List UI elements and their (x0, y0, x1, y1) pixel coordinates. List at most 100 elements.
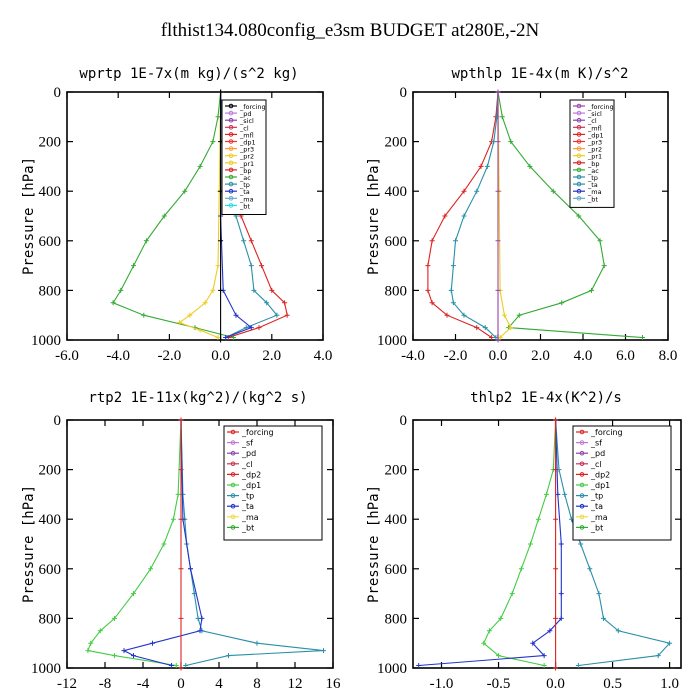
legend-marker (576, 103, 582, 109)
data-point (178, 665, 184, 671)
legend-entry: _forcing (239, 103, 266, 111)
y-tick-label: 1000 (31, 333, 61, 349)
data-point (501, 312, 507, 318)
x-tick-label: -2.0 (444, 348, 468, 364)
data-point (535, 516, 541, 522)
legend-entry: _forcing (587, 103, 614, 111)
y-tick-label: 800 (39, 283, 62, 299)
data-point (248, 263, 254, 269)
data-point (495, 238, 501, 244)
legend-marker (576, 196, 582, 201)
data-point (474, 325, 480, 331)
data-point (416, 663, 422, 669)
data-point (187, 312, 193, 318)
data-point (600, 615, 606, 621)
legend-entry: _ta (587, 181, 598, 189)
legend-entry: _sicl (239, 117, 254, 125)
data-point (169, 663, 174, 669)
y-tick-label: 200 (385, 463, 408, 479)
data-point (97, 628, 103, 634)
x-tick-label: 4.0 (314, 348, 333, 364)
data-point (131, 591, 136, 597)
legend-entry: _pr3 (587, 139, 602, 147)
legend-entry: _ta (590, 502, 603, 511)
data-point (143, 238, 149, 244)
data-point (450, 300, 456, 306)
y-tick-label: 600 (385, 234, 408, 250)
data-point (178, 566, 184, 572)
data-point (178, 615, 184, 621)
x-tick-label: -0.5 (487, 676, 511, 692)
x-tick-label: 0.0 (211, 348, 230, 364)
data-point (543, 491, 549, 497)
y-tick-label: 800 (39, 611, 62, 627)
data-point (541, 653, 547, 659)
x-tick-label: 8.0 (659, 348, 678, 364)
data-point (175, 491, 181, 497)
data-point (197, 628, 203, 634)
x-tick-label: 0.5 (603, 676, 622, 692)
y-tick-label: 200 (385, 135, 408, 151)
y-axis-label: Pressure [hPa] (366, 157, 382, 275)
legend-marker (228, 146, 234, 151)
data-point (553, 615, 559, 621)
legend-marker (228, 139, 234, 144)
legend-entry: _ma (241, 513, 259, 522)
data-point (197, 327, 203, 333)
legend-marker (228, 167, 234, 173)
data-point (553, 417, 559, 423)
legend-entry: _bt (587, 195, 598, 203)
data-point (587, 566, 593, 572)
data-point (218, 238, 224, 244)
legend-marker (228, 196, 234, 201)
series-line-tp (180, 419, 324, 667)
legend-entry: _sf (241, 439, 253, 448)
data-point (495, 188, 501, 194)
data-point (178, 516, 184, 522)
data-point (442, 213, 448, 219)
data-point (498, 615, 504, 621)
data-point (530, 640, 536, 646)
legend-entry: _bp (587, 160, 600, 168)
legend-entry: _bt (239, 202, 250, 210)
legend-marker (228, 110, 234, 116)
x-tick-label: 1.0 (660, 676, 679, 692)
x-tick-label: -2.0 (158, 348, 182, 364)
legend-entry: _dp1 (587, 131, 604, 139)
data-point (141, 312, 147, 318)
legend-entry: _pr1 (587, 153, 602, 161)
data-point (461, 312, 467, 318)
series-line-ta (122, 419, 203, 667)
data-point (110, 300, 116, 306)
legend-marker (576, 153, 582, 158)
data-point (597, 238, 603, 244)
legend-entry: _cl (239, 124, 249, 132)
legend-marker (576, 125, 582, 130)
data-point (173, 663, 179, 669)
legend-entry: _bt (241, 523, 254, 532)
data-point (575, 663, 581, 669)
data-point (148, 566, 154, 572)
legend-marker (576, 160, 582, 166)
data-point (486, 628, 492, 634)
series-line-pr1 (178, 91, 222, 339)
legend-marker (579, 440, 585, 445)
data-point (215, 263, 221, 269)
data-point (547, 628, 553, 634)
panel-title: wpthlp 1E-4x(m K)/s^2 (451, 66, 628, 82)
legend-marker (579, 429, 585, 435)
legend-marker (576, 188, 582, 194)
x-tick-label: 4 (215, 676, 223, 692)
legend-entry: _tp (587, 174, 598, 182)
data-point (558, 615, 564, 621)
legend-entry: _sicl (587, 110, 602, 118)
plot-frame (66, 91, 324, 341)
legend-entry: _pr2 (587, 146, 602, 154)
data-point (508, 325, 514, 331)
legend-entry: _cl (590, 460, 602, 469)
x-tick-label: 0.0 (489, 348, 508, 364)
x-tick-label: 8 (253, 676, 261, 692)
x-tick-label: 4.0 (574, 348, 593, 364)
data-point (321, 648, 326, 654)
y-tick-label: 400 (385, 184, 408, 200)
